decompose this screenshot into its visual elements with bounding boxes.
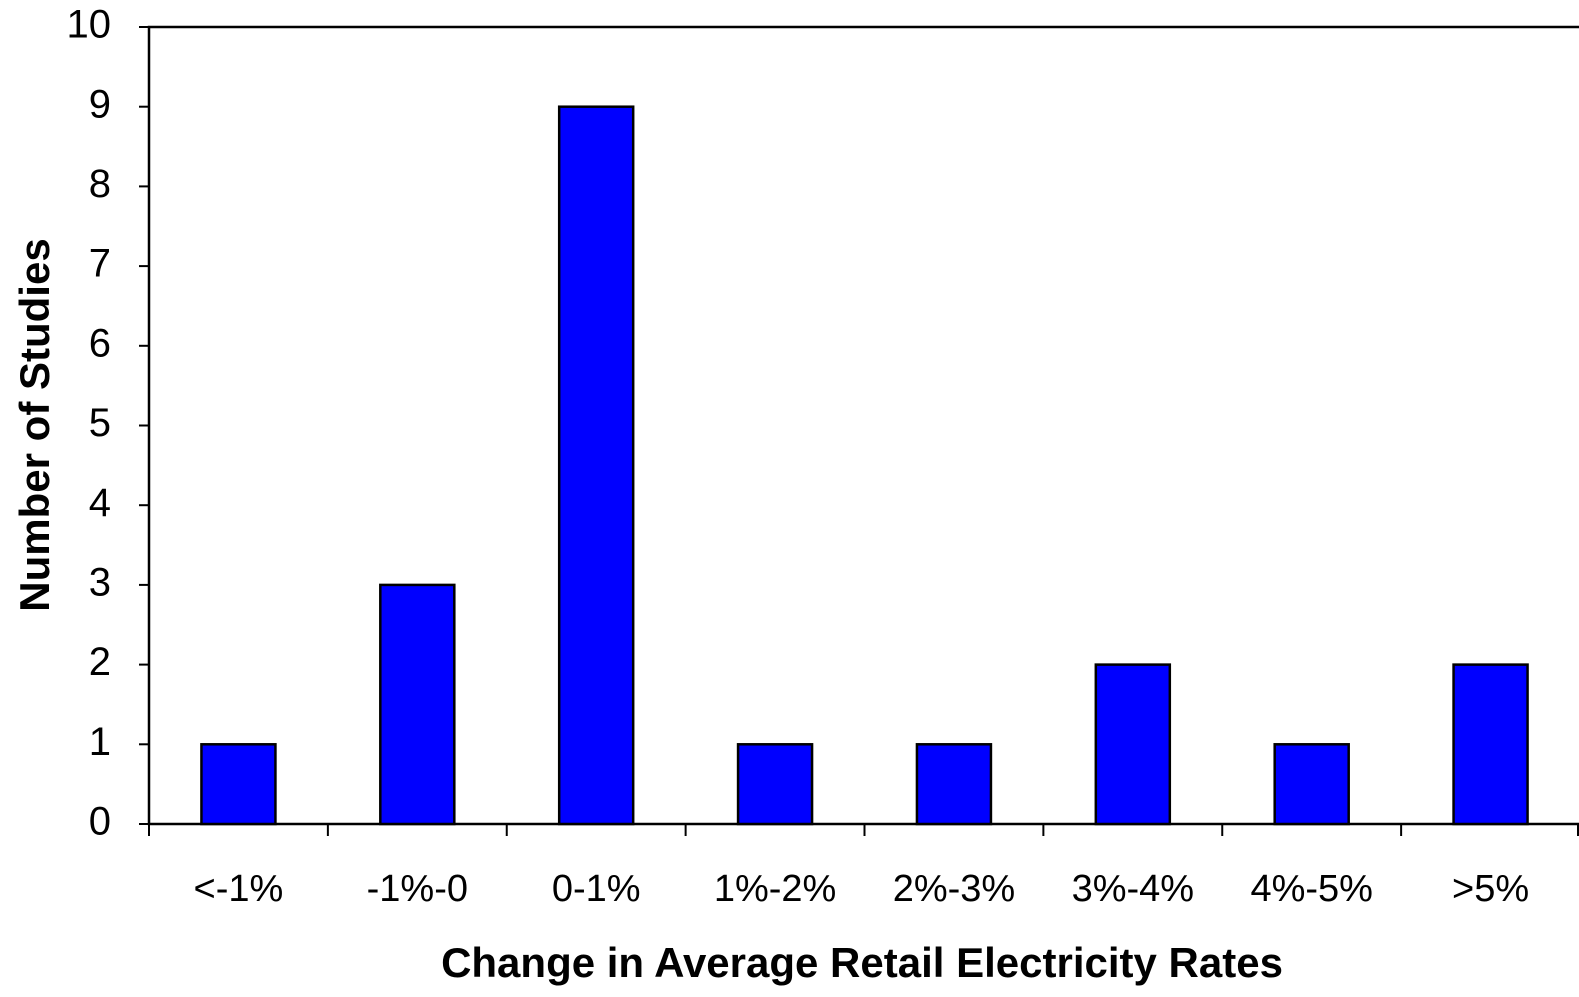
- x-tick-label: <-1%: [194, 868, 284, 910]
- bar: [1094, 663, 1172, 826]
- y-tick-label: 7: [89, 242, 111, 286]
- y-tick-label: 5: [89, 401, 111, 445]
- y-tick-label: 2: [89, 640, 111, 684]
- y-tick-label: 10: [67, 3, 112, 47]
- bar: [1273, 743, 1350, 826]
- x-tick-label: 1%-2%: [714, 868, 837, 910]
- y-tick-label: 8: [89, 162, 111, 206]
- y-tick-label: 4: [89, 481, 111, 525]
- y-axis-title: Number of Studies: [11, 238, 58, 611]
- y-tick-label: 0: [89, 800, 111, 844]
- bar: [200, 743, 277, 826]
- x-tick-label: 2%-3%: [893, 868, 1016, 910]
- x-tick-label: 0-1%: [552, 868, 641, 910]
- x-tick-label: >5%: [1452, 868, 1529, 910]
- x-tick-label: -1%-0: [367, 868, 468, 910]
- x-axis-title: Change in Average Retail Electricity Rat…: [441, 939, 1283, 986]
- bar: [915, 743, 993, 826]
- bar: [1452, 663, 1529, 826]
- bar: [379, 583, 456, 826]
- bar: [557, 105, 635, 826]
- y-tick-label: 9: [89, 82, 111, 126]
- x-tick-label: 3%-4%: [1072, 868, 1195, 910]
- y-tick-label: 6: [89, 321, 111, 365]
- x-tick-label: 4%-5%: [1250, 868, 1373, 910]
- bar: [736, 743, 814, 826]
- y-tick-label: 3: [89, 560, 111, 604]
- y-tick-label: 1: [89, 720, 111, 764]
